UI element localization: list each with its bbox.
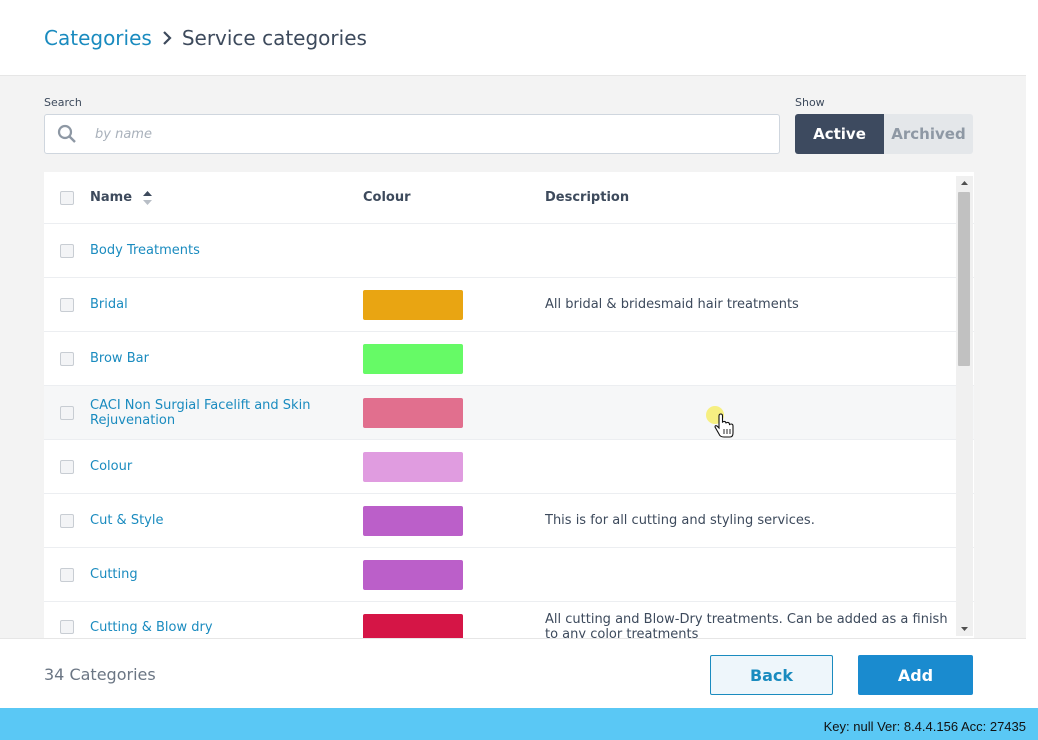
table-row[interactable]: Body Treatments — [44, 224, 974, 278]
category-count: 34 Categories — [44, 665, 156, 684]
table-row[interactable]: Cutting — [44, 548, 974, 602]
category-name-link[interactable]: Colour — [90, 459, 133, 474]
colour-swatch — [363, 505, 463, 536]
category-name-link[interactable]: Cut & Style — [90, 513, 164, 528]
column-header-name[interactable]: Name — [90, 190, 363, 205]
category-name-link[interactable]: Cutting & Blow dry — [90, 620, 213, 635]
category-name-link[interactable]: Body Treatments — [90, 243, 200, 258]
column-header-colour: Colour — [363, 190, 411, 205]
table-row[interactable]: Cutting & Blow dry All cutting and Blow-… — [44, 602, 974, 638]
chevron-right-icon — [162, 30, 172, 46]
row-checkbox[interactable] — [60, 513, 74, 528]
show-active-button[interactable]: Active — [795, 114, 884, 154]
category-name-link[interactable]: Brow Bar — [90, 351, 149, 366]
breadcrumb-categories-link[interactable]: Categories — [44, 25, 152, 50]
category-name-link[interactable]: Bridal — [90, 297, 128, 312]
column-header-description: Description — [545, 190, 630, 205]
colour-swatch — [363, 289, 463, 320]
show-label: Show — [795, 96, 825, 109]
category-name-link[interactable]: Cutting — [90, 567, 138, 582]
table-row[interactable]: Cut & Style This is for all cutting and … — [44, 494, 974, 548]
categories-table: Name Colour Description Body Treatments … — [44, 172, 974, 638]
row-checkbox[interactable] — [60, 620, 74, 634]
category-description: All cutting and Blow-Dry treatments. Can… — [545, 612, 948, 638]
column-name-label: Name — [90, 190, 133, 205]
colour-swatch — [363, 451, 463, 482]
search-input[interactable] — [89, 126, 779, 142]
status-text: Key: null Ver: 8.4.4.156 Acc: 27435 — [823, 719, 1026, 734]
row-checkbox[interactable] — [60, 243, 74, 258]
table-row[interactable]: Colour — [44, 440, 974, 494]
select-all-checkbox[interactable] — [60, 190, 74, 205]
table-header: Name Colour Description — [44, 172, 974, 224]
search-field[interactable] — [44, 114, 780, 154]
category-description: All bridal & bridesmaid hair treatments — [545, 297, 799, 312]
table-row[interactable]: Bridal All bridal & bridesmaid hair trea… — [44, 278, 974, 332]
row-checkbox[interactable] — [60, 351, 74, 366]
table-row[interactable]: CACI Non Surgial Facelift and Skin Rejuv… — [44, 386, 974, 440]
page-footer: 34 Categories Back Add — [0, 638, 1026, 708]
colour-swatch — [363, 397, 463, 428]
table-scrollbar[interactable] — [956, 176, 973, 636]
table-row[interactable]: Brow Bar — [44, 332, 974, 386]
page-title: Service categories — [181, 25, 367, 50]
show-toggle: Active Archived — [795, 114, 973, 154]
row-checkbox[interactable] — [60, 567, 74, 582]
status-bar: Key: null Ver: 8.4.4.156 Acc: 27435 — [0, 708, 1038, 740]
add-button[interactable]: Add — [858, 655, 973, 695]
page-edge — [1026, 0, 1038, 708]
back-button[interactable]: Back — [710, 655, 833, 695]
sort-icon — [142, 190, 152, 205]
search-label: Search — [44, 96, 82, 109]
scroll-down-icon[interactable] — [956, 622, 973, 636]
row-checkbox[interactable] — [60, 405, 74, 420]
scroll-up-icon[interactable] — [956, 176, 973, 190]
scrollbar-thumb[interactable] — [958, 192, 970, 366]
colour-swatch — [363, 343, 463, 374]
row-checkbox[interactable] — [60, 297, 74, 312]
category-description: This is for all cutting and styling serv… — [545, 513, 815, 528]
colour-swatch — [363, 559, 463, 590]
search-icon — [45, 124, 89, 144]
show-archived-button[interactable]: Archived — [884, 114, 973, 154]
colour-swatch — [363, 614, 463, 638]
page-header: Categories Service categories — [0, 0, 1026, 76]
category-name-link[interactable]: CACI Non Surgial Facelift and Skin Rejuv… — [90, 397, 311, 428]
mouse-cursor-icon — [704, 404, 738, 444]
row-checkbox[interactable] — [60, 459, 74, 474]
